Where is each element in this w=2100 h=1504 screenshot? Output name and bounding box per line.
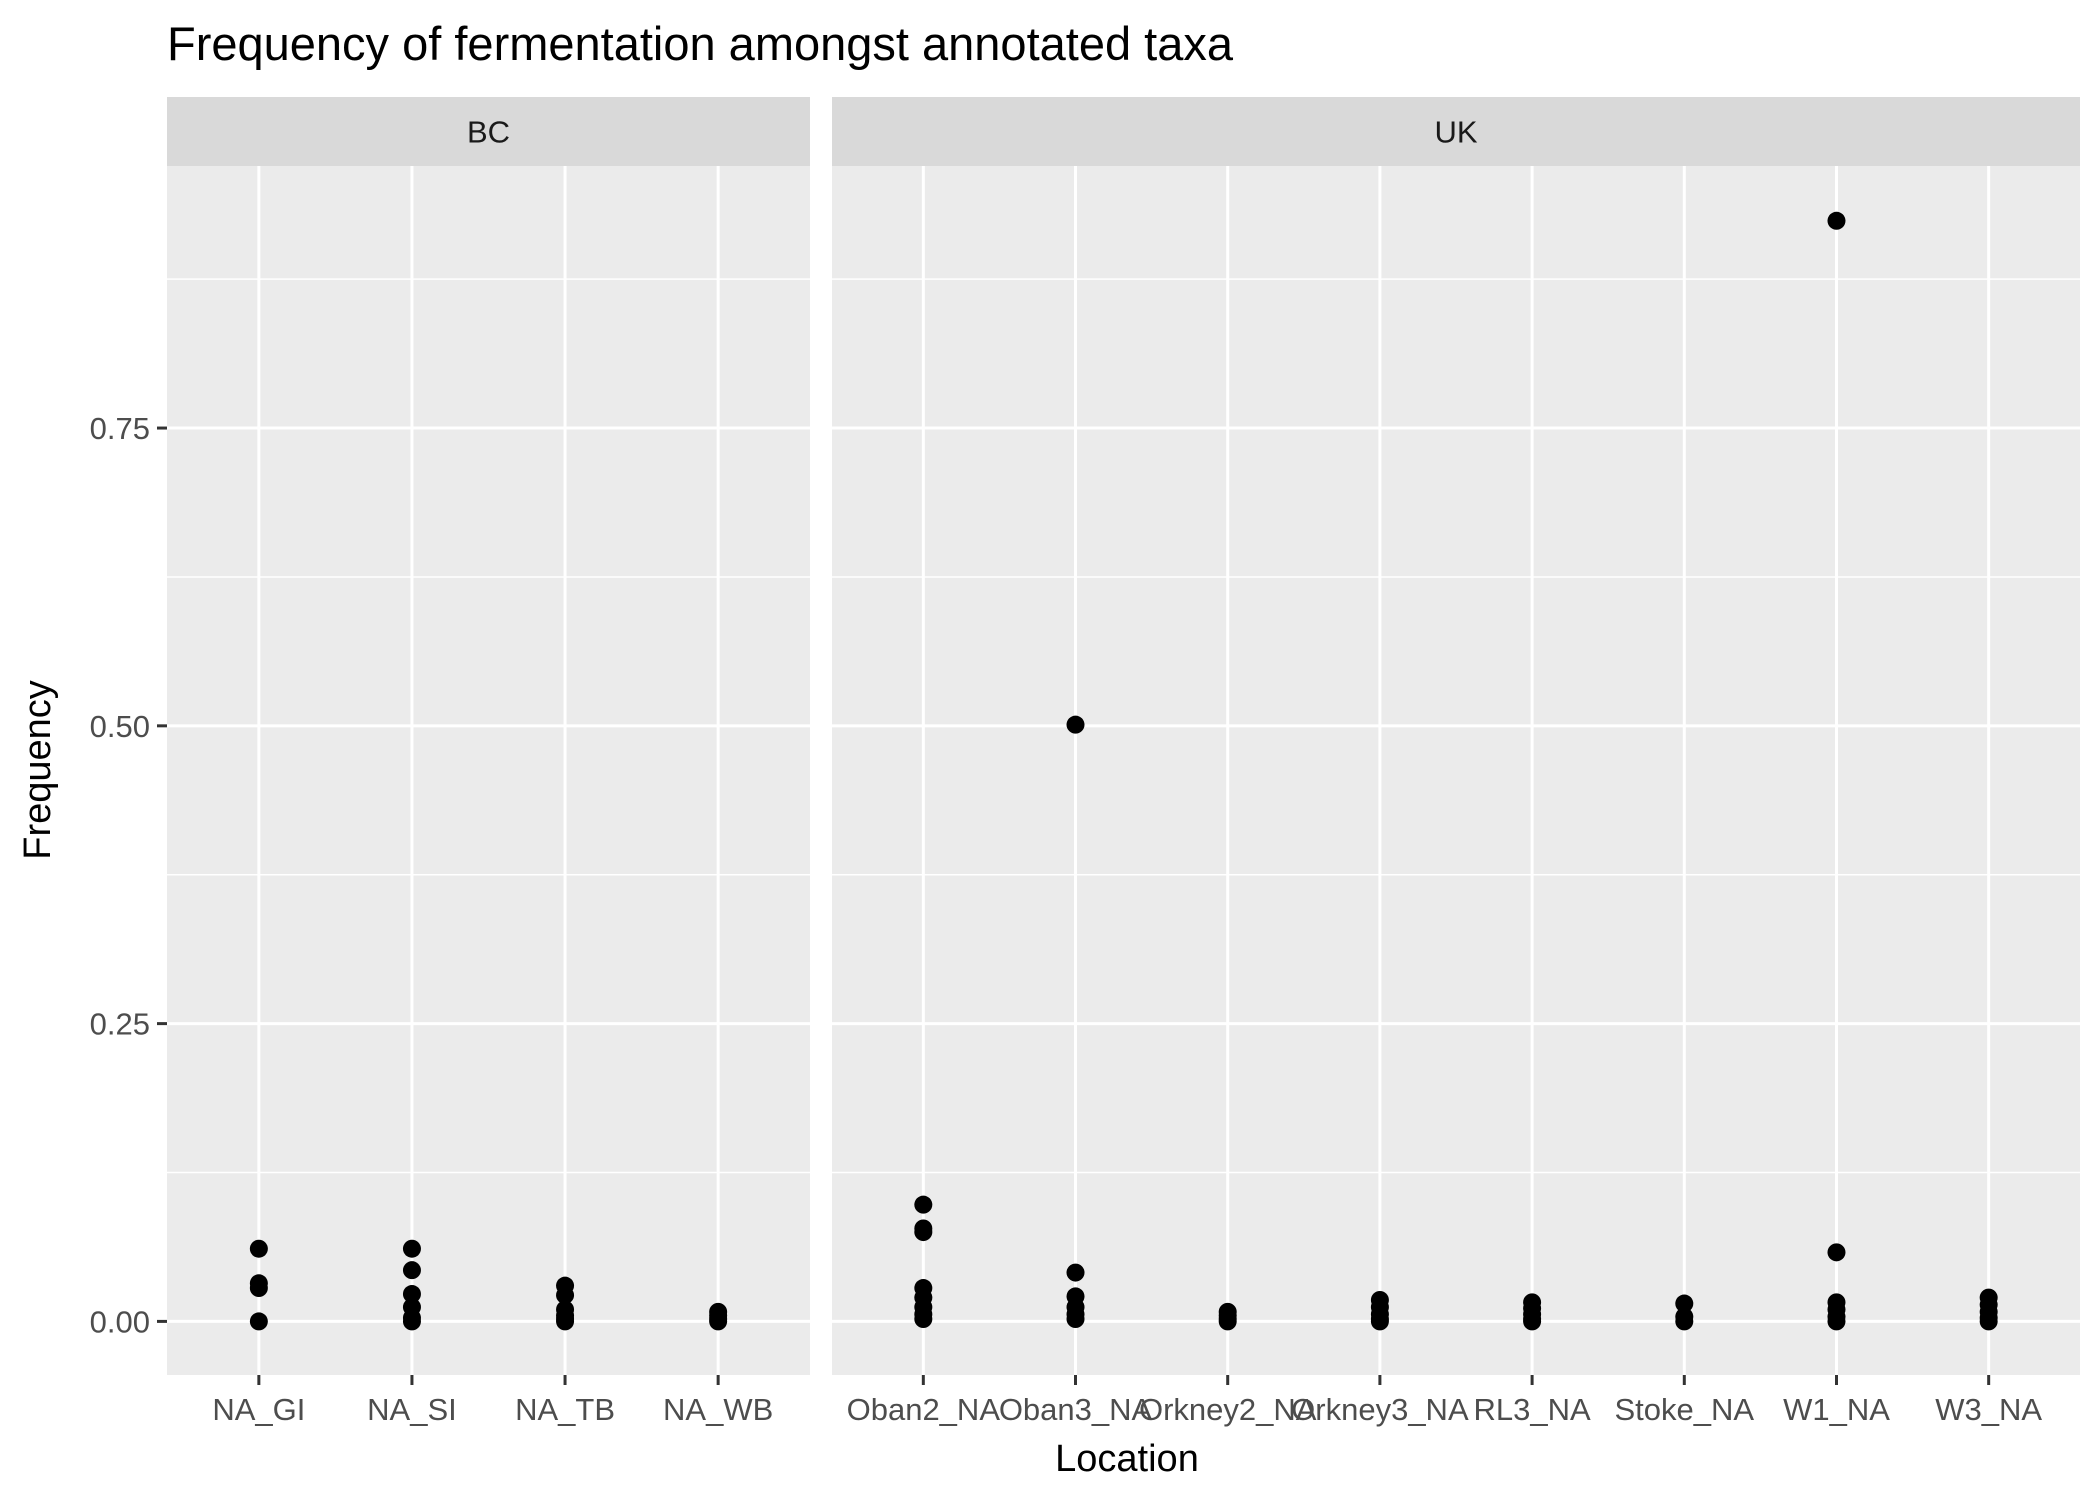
x-tick-label: NA_TB xyxy=(515,1392,615,1427)
data-point xyxy=(1827,1312,1846,1331)
data-point xyxy=(709,1312,728,1331)
data-point xyxy=(1827,1243,1846,1262)
data-point xyxy=(1370,1312,1389,1331)
data-point xyxy=(556,1312,575,1331)
facet-strip xyxy=(167,97,810,166)
chart-title: Frequency of fermentation amongst annota… xyxy=(167,17,1234,70)
data-point xyxy=(249,1312,268,1331)
x-tick-label: Oban2_NA xyxy=(847,1392,1001,1427)
data-point xyxy=(556,1286,575,1305)
x-tick-label: Orkney2_NA xyxy=(1139,1392,1317,1427)
x-tick-label: NA_GI xyxy=(212,1392,305,1427)
data-point xyxy=(249,1239,268,1258)
y-tick-label: 0.25 xyxy=(90,1007,150,1042)
x-tick-label: RL3_NA xyxy=(1474,1392,1591,1427)
x-axis-label: Location xyxy=(1055,1438,1199,1480)
facet-strip xyxy=(832,97,2080,166)
x-tick-label: Orkney3_NA xyxy=(1291,1392,1469,1427)
data-point xyxy=(1979,1312,1998,1331)
y-axis-label: Frequency xyxy=(17,680,59,860)
data-point xyxy=(1523,1312,1542,1331)
data-point xyxy=(1218,1312,1237,1331)
x-tick-label: NA_WB xyxy=(663,1392,773,1427)
plot-layer: 0.00 0.25 0.50 0.75 BC NA_GI NA_SI NA_TB NA_WB UK… xyxy=(90,97,2080,1427)
x-tick-label: NA_SI xyxy=(367,1392,457,1427)
facet-label: UK xyxy=(1434,115,1477,150)
data-point xyxy=(1066,715,1085,734)
data-point xyxy=(1827,211,1846,230)
x-tick-label: W1_NA xyxy=(1783,1392,1890,1427)
panel-background xyxy=(167,166,810,1375)
data-point xyxy=(914,1310,933,1329)
data-point xyxy=(249,1279,268,1298)
x-tick-label: W3_NA xyxy=(1935,1392,2042,1427)
data-point xyxy=(402,1312,421,1331)
panel-background xyxy=(832,166,2080,1375)
data-point xyxy=(914,1223,933,1242)
data-point xyxy=(1066,1310,1085,1329)
data-point xyxy=(402,1261,421,1280)
facet-label: BC xyxy=(467,115,510,150)
data-point xyxy=(402,1239,421,1258)
x-tick-label: Stoke_NA xyxy=(1615,1392,1755,1427)
data-point xyxy=(1675,1312,1694,1331)
data-point xyxy=(914,1195,933,1214)
data-point xyxy=(1675,1294,1694,1313)
y-tick-label: 0.75 xyxy=(90,411,150,446)
y-tick-label: 0.50 xyxy=(90,709,150,744)
data-point xyxy=(1066,1263,1085,1282)
data-point xyxy=(402,1285,421,1304)
y-tick-label: 0.00 xyxy=(90,1304,150,1339)
x-tick-label: Oban3_NA xyxy=(999,1392,1153,1427)
